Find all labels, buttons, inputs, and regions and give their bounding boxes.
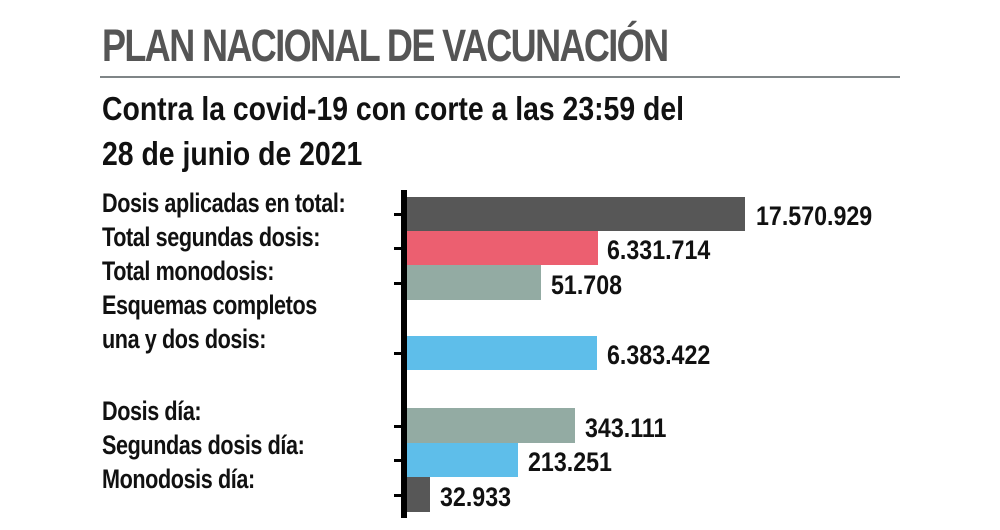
label-daily-second-doses: Segundas dosis día: bbox=[102, 430, 305, 460]
axis-tick bbox=[394, 282, 402, 285]
label-daily-doses: Dosis día: bbox=[102, 396, 202, 426]
label-single-dose: Total monodosis: bbox=[102, 256, 274, 286]
value-total-doses: 17.570.929 bbox=[756, 201, 873, 231]
value-single-dose: 51.708 bbox=[551, 270, 623, 300]
label-complete-schemes-line1: Esquemas completos bbox=[102, 290, 317, 320]
bar-single-dose bbox=[407, 265, 541, 300]
label-second-doses: Total segundas dosis: bbox=[102, 222, 321, 252]
axis-tick bbox=[394, 247, 402, 250]
axis-tick bbox=[394, 494, 402, 497]
bar-second-doses bbox=[407, 231, 598, 265]
bar-daily-single-dose bbox=[407, 477, 430, 512]
value-second-doses: 6.331.714 bbox=[607, 235, 711, 265]
value-daily-doses: 343.111 bbox=[585, 413, 667, 443]
bar-daily-doses bbox=[407, 408, 575, 443]
bar-complete-schemes bbox=[407, 336, 597, 370]
bar-total-doses bbox=[407, 197, 745, 231]
chart-subtitle: Contra la covid-19 con corte a las 23:59… bbox=[102, 86, 684, 176]
label-daily-single-dose: Monodosis día: bbox=[102, 464, 255, 494]
value-daily-single-dose: 32.933 bbox=[440, 482, 512, 512]
title-rule bbox=[100, 76, 900, 78]
label-total-doses: Dosis aplicadas en total: bbox=[102, 188, 346, 218]
axis-tick bbox=[394, 425, 402, 428]
chart-title: PLAN NACIONAL DE VACUNACIÓN bbox=[102, 20, 669, 71]
value-complete-schemes: 6.383.422 bbox=[607, 340, 711, 370]
bar-daily-second-doses bbox=[407, 443, 518, 477]
y-axis-line bbox=[401, 190, 407, 518]
subtitle-line-2: 28 de junio de 2021 bbox=[102, 135, 363, 172]
value-daily-second-doses: 213.251 bbox=[528, 447, 612, 477]
axis-tick bbox=[394, 459, 402, 462]
label-complete-schemes-line2: una y dos dosis: bbox=[102, 324, 267, 354]
axis-tick bbox=[394, 352, 402, 355]
subtitle-line-1: Contra la covid-19 con corte a las 23:59… bbox=[102, 90, 685, 127]
axis-tick bbox=[394, 213, 402, 216]
